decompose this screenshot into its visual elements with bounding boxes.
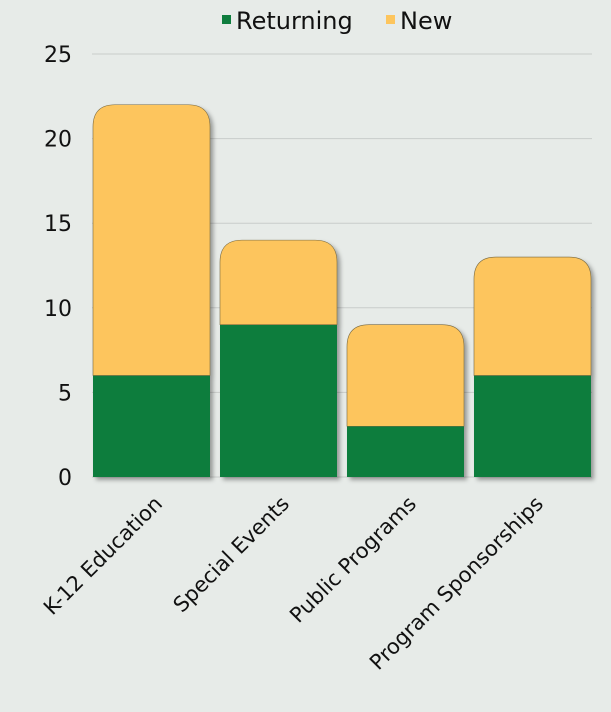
bar-group-k-12-education — [92, 104, 211, 477]
y-tick-label: 10 — [44, 297, 72, 322]
y-tick-label: 15 — [44, 212, 72, 237]
bar-new-public-programs — [346, 324, 465, 427]
bar-returning-special-events — [220, 324, 337, 477]
bar-group-program-sponsorships — [473, 256, 592, 477]
x-tick-label: Public Programs — [285, 492, 421, 628]
y-tick-label: 20 — [44, 128, 72, 153]
y-axis: 0 5 10 15 20 25 — [44, 43, 72, 491]
y-tick-label: 25 — [44, 43, 72, 68]
legend-label-returning: Returning — [236, 7, 353, 35]
legend: Returning New — [222, 7, 452, 35]
bars — [92, 104, 592, 477]
bar-group-special-events — [219, 239, 338, 477]
bar-returning-program-sponsorships — [474, 375, 591, 477]
y-tick-label: 0 — [58, 466, 72, 491]
bar-group-public-programs — [346, 324, 465, 477]
x-tick-label: Special Events — [169, 492, 294, 617]
x-tick-label: K-12 Education — [39, 492, 167, 620]
y-tick-label: 5 — [58, 381, 72, 406]
bar-returning-public-programs — [347, 426, 464, 477]
bar-new-k-12-education — [92, 104, 211, 376]
bar-new-special-events — [219, 239, 338, 326]
legend-swatch-new — [386, 15, 395, 24]
legend-label-new: New — [400, 7, 452, 35]
bar-returning-k-12-education — [93, 375, 210, 477]
bar-new-program-sponsorships — [473, 256, 592, 376]
legend-swatch-returning — [222, 15, 231, 24]
